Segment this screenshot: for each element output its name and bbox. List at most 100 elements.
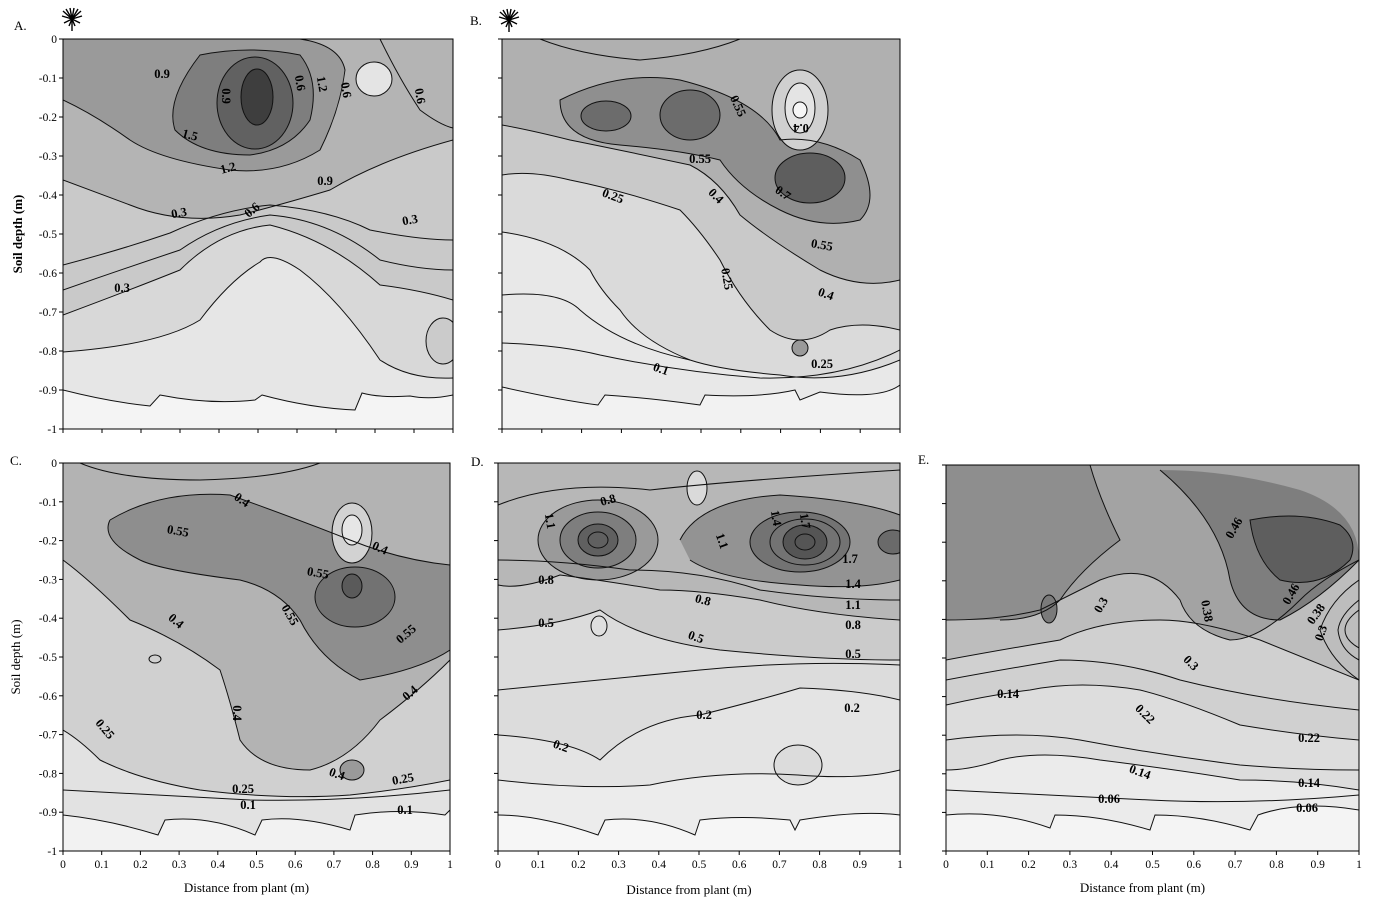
panel-a-contour-fill [63, 39, 453, 429]
contour-label-text: 0.6 [412, 87, 429, 105]
contour-label: 0.55 [810, 236, 834, 254]
panel-d-contour-lines [498, 469, 900, 836]
panel-d-x-tick-label: 0.1 [531, 859, 546, 871]
contour-label: 0.9 [154, 67, 170, 81]
contour-label: 0.2 [696, 708, 712, 722]
panel-c-x-tick-label: 0.7 [327, 859, 342, 871]
panel-c-x-tick-label: 0.5 [249, 859, 264, 871]
panel-a-y-tick-label: -0.3 [39, 151, 57, 163]
panel-b-contour-lines [502, 39, 900, 406]
contour-label: 0.25 [811, 357, 833, 371]
panel-c-label: C. [10, 453, 22, 468]
contour-label: 0.4 [327, 765, 347, 784]
panel-c-y-tick-label: -0.7 [39, 730, 57, 742]
panel-e-contour-lines [946, 465, 1359, 831]
contour-label-text: 0.1 [240, 798, 256, 812]
contour-label: 0.6 [412, 87, 429, 105]
panel-c-x-tick-label: 0.9 [404, 859, 419, 871]
panel-d-x-tick-label: 0.9 [853, 859, 868, 871]
panel-d-x-tick-label: 0.6 [732, 859, 747, 871]
contour-label-text: 0.5 [845, 647, 861, 661]
axes-layer: A. 0 -0.1 -0.2 -0.3 -0.4 -0.5 -0.6 -0.7 -0.8 -0.9 -… [8, 7, 1362, 897]
panel-c-x-tick-label: 0.6 [288, 859, 303, 871]
panel-e-label: E. [918, 452, 929, 467]
panel-c-x-tick-label: 0.3 [172, 859, 187, 871]
contour-label-text: 0.4 [327, 765, 347, 784]
contour-label-text: 0.55 [166, 522, 190, 540]
contour-label-text: 0.8 [538, 573, 554, 587]
contour-label: 0.06 [1296, 801, 1318, 815]
panel-a [63, 39, 453, 429]
panel-d-label: D. [471, 454, 484, 469]
contour-label: 0.8 [538, 573, 554, 587]
panel-c-x-tick-label: 0.8 [365, 859, 380, 871]
panel-c-y-tick-label: -0.8 [39, 768, 57, 780]
panel-c-y-tick-label: -1 [47, 846, 57, 858]
contour-label: 1.1 [542, 512, 559, 530]
panel-c-x-tick-label: 0.2 [133, 859, 148, 871]
panel-e-x-tick-label: 0.4 [1104, 859, 1119, 871]
contour-label: 1.1 [845, 598, 861, 612]
contour-label-text: 0.3 [114, 281, 130, 295]
panel-c-y-tick-label: -0.6 [39, 691, 57, 703]
contour-label: 0.1 [397, 803, 413, 817]
contour-label-text: 1.4 [768, 509, 785, 528]
panel-d [498, 463, 900, 851]
contour-label-text: 0.9 [154, 67, 170, 81]
panel-e [946, 465, 1359, 851]
panel-e-x-tick-label: 0.2 [1021, 859, 1036, 871]
panel-e-contour-fill [946, 465, 1359, 851]
panel-c-y-axis-title: Soil depth (m) [8, 619, 23, 694]
contour-label: 0.3 [1312, 623, 1330, 642]
contour-label: 1.7 [842, 552, 858, 566]
panel-a-y-tick-label: -0.8 [39, 346, 57, 358]
panel-a-y-tick-label: -0.6 [39, 268, 57, 280]
contour-label-text: 0.14 [997, 687, 1020, 701]
panel-d-x-axis-title: Distance from plant (m) [626, 882, 751, 897]
panel-c-x-axis-title: Distance from plant (m) [184, 880, 309, 895]
contour-label-text: 0.9 [317, 174, 333, 188]
contour-label-text: 0.14 [1298, 776, 1321, 790]
contour-label: 0.06 [1098, 792, 1120, 806]
panel-d-x-tick-label: 0.8 [812, 859, 827, 871]
panel-c-y-tick-label: -0.4 [39, 613, 57, 625]
panel-e-x-tick-label: 0 [943, 859, 949, 871]
contour-label-text: 0.2 [844, 701, 860, 715]
contour-label: 0.25 [391, 770, 415, 788]
contour-label: 1.1 [713, 531, 731, 550]
plant-icon [498, 8, 520, 32]
panel-c-y-tick-label: -0.9 [39, 807, 57, 819]
contour-label: 1.4 [845, 577, 861, 591]
contour-label-text: 0.3 [1091, 595, 1111, 616]
contour-label: 0.4 [370, 538, 391, 558]
panel-e-x-tick-label: 1 [1356, 859, 1362, 871]
panel-e-x-tick-label: 0.1 [980, 859, 995, 871]
contour-label-text: 0.06 [1098, 792, 1120, 806]
contour-label: 0.3 [401, 212, 419, 229]
contour-label-text: 0.22 [1298, 731, 1320, 745]
contour-label: 1.2 [314, 75, 331, 93]
contour-label: 0.3 [170, 205, 188, 222]
contour-label-text: 0.3 [1312, 623, 1330, 642]
panel-c-x-tick-label: 0.1 [95, 859, 110, 871]
panel-e-x-tick-label: 0.8 [1269, 859, 1284, 871]
contour-label-text: 0.8 [599, 491, 618, 509]
contour-label: 0.22 [1298, 731, 1320, 745]
contour-label: 0.6 [292, 74, 309, 92]
panel-d-x-tick-label: 0.3 [611, 859, 626, 871]
panel-a-y-tick-label: -1 [47, 424, 57, 436]
contour-label-text: 0.5 [538, 616, 554, 630]
panel-a-y-tick-label: -0.4 [39, 190, 57, 202]
contour-label: 0.6 [338, 81, 355, 99]
panel-a-label: A. [14, 18, 27, 33]
contour-label: 0.55 [166, 522, 190, 540]
contour-label-text: 0.5 [686, 628, 705, 646]
contour-label-text: 0.4 [792, 121, 808, 135]
contour-label-text: 1.2 [314, 75, 331, 93]
contour-label: 0.9 [219, 88, 233, 104]
panel-d-x-tick-label: 0.5 [692, 859, 707, 871]
contour-label: 0.8 [599, 491, 618, 509]
contour-label: 0.8 [694, 591, 713, 609]
contour-label-text: 0.55 [689, 152, 711, 166]
